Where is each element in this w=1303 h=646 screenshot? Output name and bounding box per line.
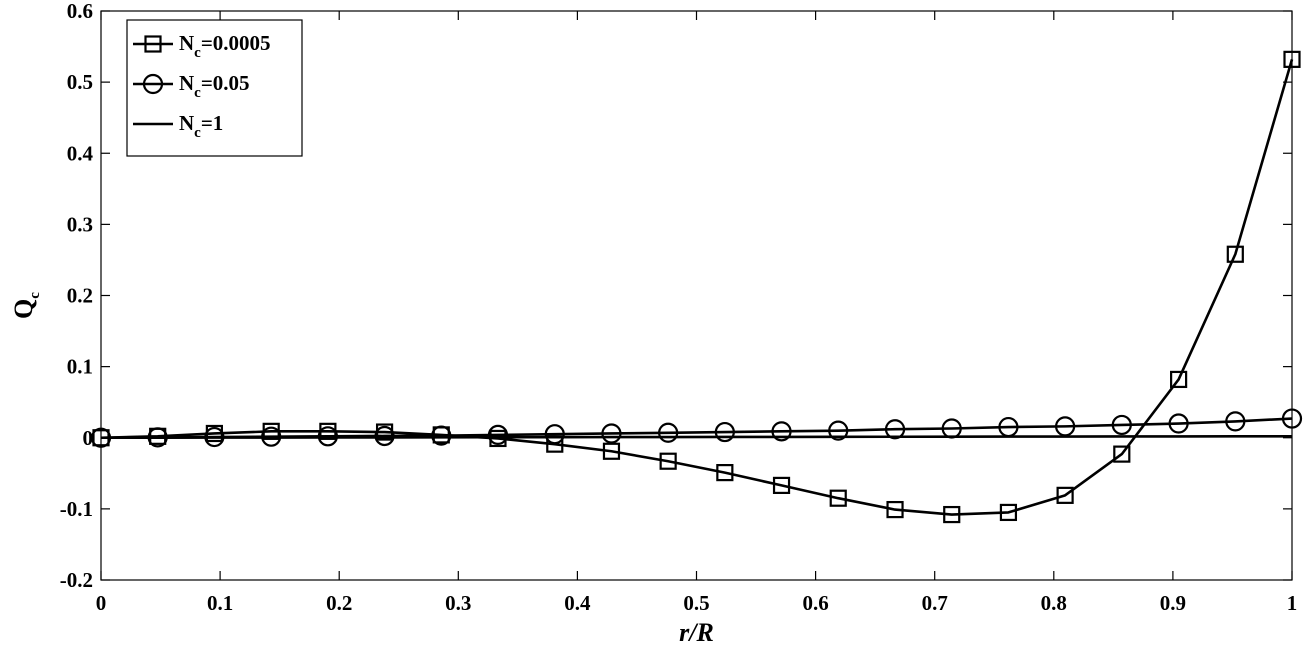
data-point [1111, 414, 1132, 436]
data-point [999, 503, 1018, 522]
data-point [1056, 486, 1074, 504]
legend-item: Nc=0.05 [133, 71, 250, 101]
y-tick-label: 0.5 [67, 70, 93, 94]
data-point [714, 421, 735, 443]
legend-item: Nc=1 [133, 111, 223, 141]
y-tick-label: -0.2 [60, 568, 93, 592]
data-point [829, 489, 847, 507]
data-point [1283, 50, 1301, 68]
series-line [100, 59, 1294, 516]
data-point [601, 423, 622, 444]
series-2 [90, 408, 1303, 448]
data-point [1170, 370, 1188, 389]
x-tick-label: 0.4 [564, 591, 591, 615]
data-point [374, 425, 395, 447]
x-tick-label: 0.8 [1041, 591, 1067, 615]
legend-box [126, 19, 303, 157]
y-axis-label-sub: c [27, 292, 43, 299]
legend-item: Nc=0.0005 [133, 31, 271, 61]
y-tick-label: 0.6 [67, 0, 93, 23]
series-line [100, 435, 1292, 440]
y-axis-label: Qc [9, 292, 43, 319]
data-point [1226, 245, 1244, 263]
data-point [772, 476, 791, 495]
x-tick-label: 1 [1287, 591, 1298, 615]
x-axis-label: r/R [679, 618, 714, 641]
data-point [943, 505, 961, 524]
data-point [659, 452, 677, 470]
x-tick-label: 0.2 [326, 591, 352, 615]
data-point [828, 420, 849, 441]
legend-label: Nc=0.05 [179, 71, 250, 101]
x-tick-label: 0.5 [683, 591, 709, 615]
data-point [431, 425, 452, 446]
legend-marker [144, 35, 162, 53]
y-tick-label: 0.1 [67, 355, 93, 379]
y-tick-label: -0.1 [60, 497, 93, 521]
x-tick-label: 0.7 [922, 591, 948, 615]
data-point [716, 464, 734, 482]
data-point [1225, 411, 1246, 432]
legend-label: Nc=0.0005 [179, 31, 271, 61]
data-point [602, 442, 621, 460]
series-3 [100, 435, 1292, 440]
x-tick-label: 0 [96, 591, 107, 615]
series-layer [90, 50, 1303, 524]
data-point [1281, 408, 1303, 429]
x-axis: 0 0.1 0.2 0.3 0.4 0.5 0.6 0.7 0.8 0.9 1 [96, 11, 1298, 615]
x-tick-label: 0.6 [802, 591, 828, 615]
data-point [544, 424, 565, 445]
y-axis: -0.2 -0.1 0 0.1 0.2 0.3 0.4 0.5 0.6 [60, 0, 1292, 592]
data-point [658, 422, 679, 443]
data-point [771, 421, 792, 442]
data-point [884, 419, 906, 440]
legend: Nc=0.0005 Nc=0.05 Nc=1 [126, 19, 303, 157]
legend-label: Nc=1 [179, 111, 223, 141]
x-tick-label: 0.3 [445, 591, 471, 615]
x-tick-label: 0.1 [207, 591, 233, 615]
y-tick-label: 0.2 [67, 284, 93, 308]
data-point [1168, 413, 1189, 434]
y-tick-label: 0.4 [67, 141, 94, 165]
data-point [487, 424, 509, 446]
data-point [1113, 445, 1131, 463]
y-tick-label: 0.3 [67, 212, 93, 236]
y-axis-label-main: Q [9, 299, 38, 319]
y-tick-label: 0 [83, 426, 94, 450]
x-tick-label: 0.9 [1160, 591, 1186, 615]
legend-marker [142, 73, 164, 95]
data-point [886, 500, 904, 519]
